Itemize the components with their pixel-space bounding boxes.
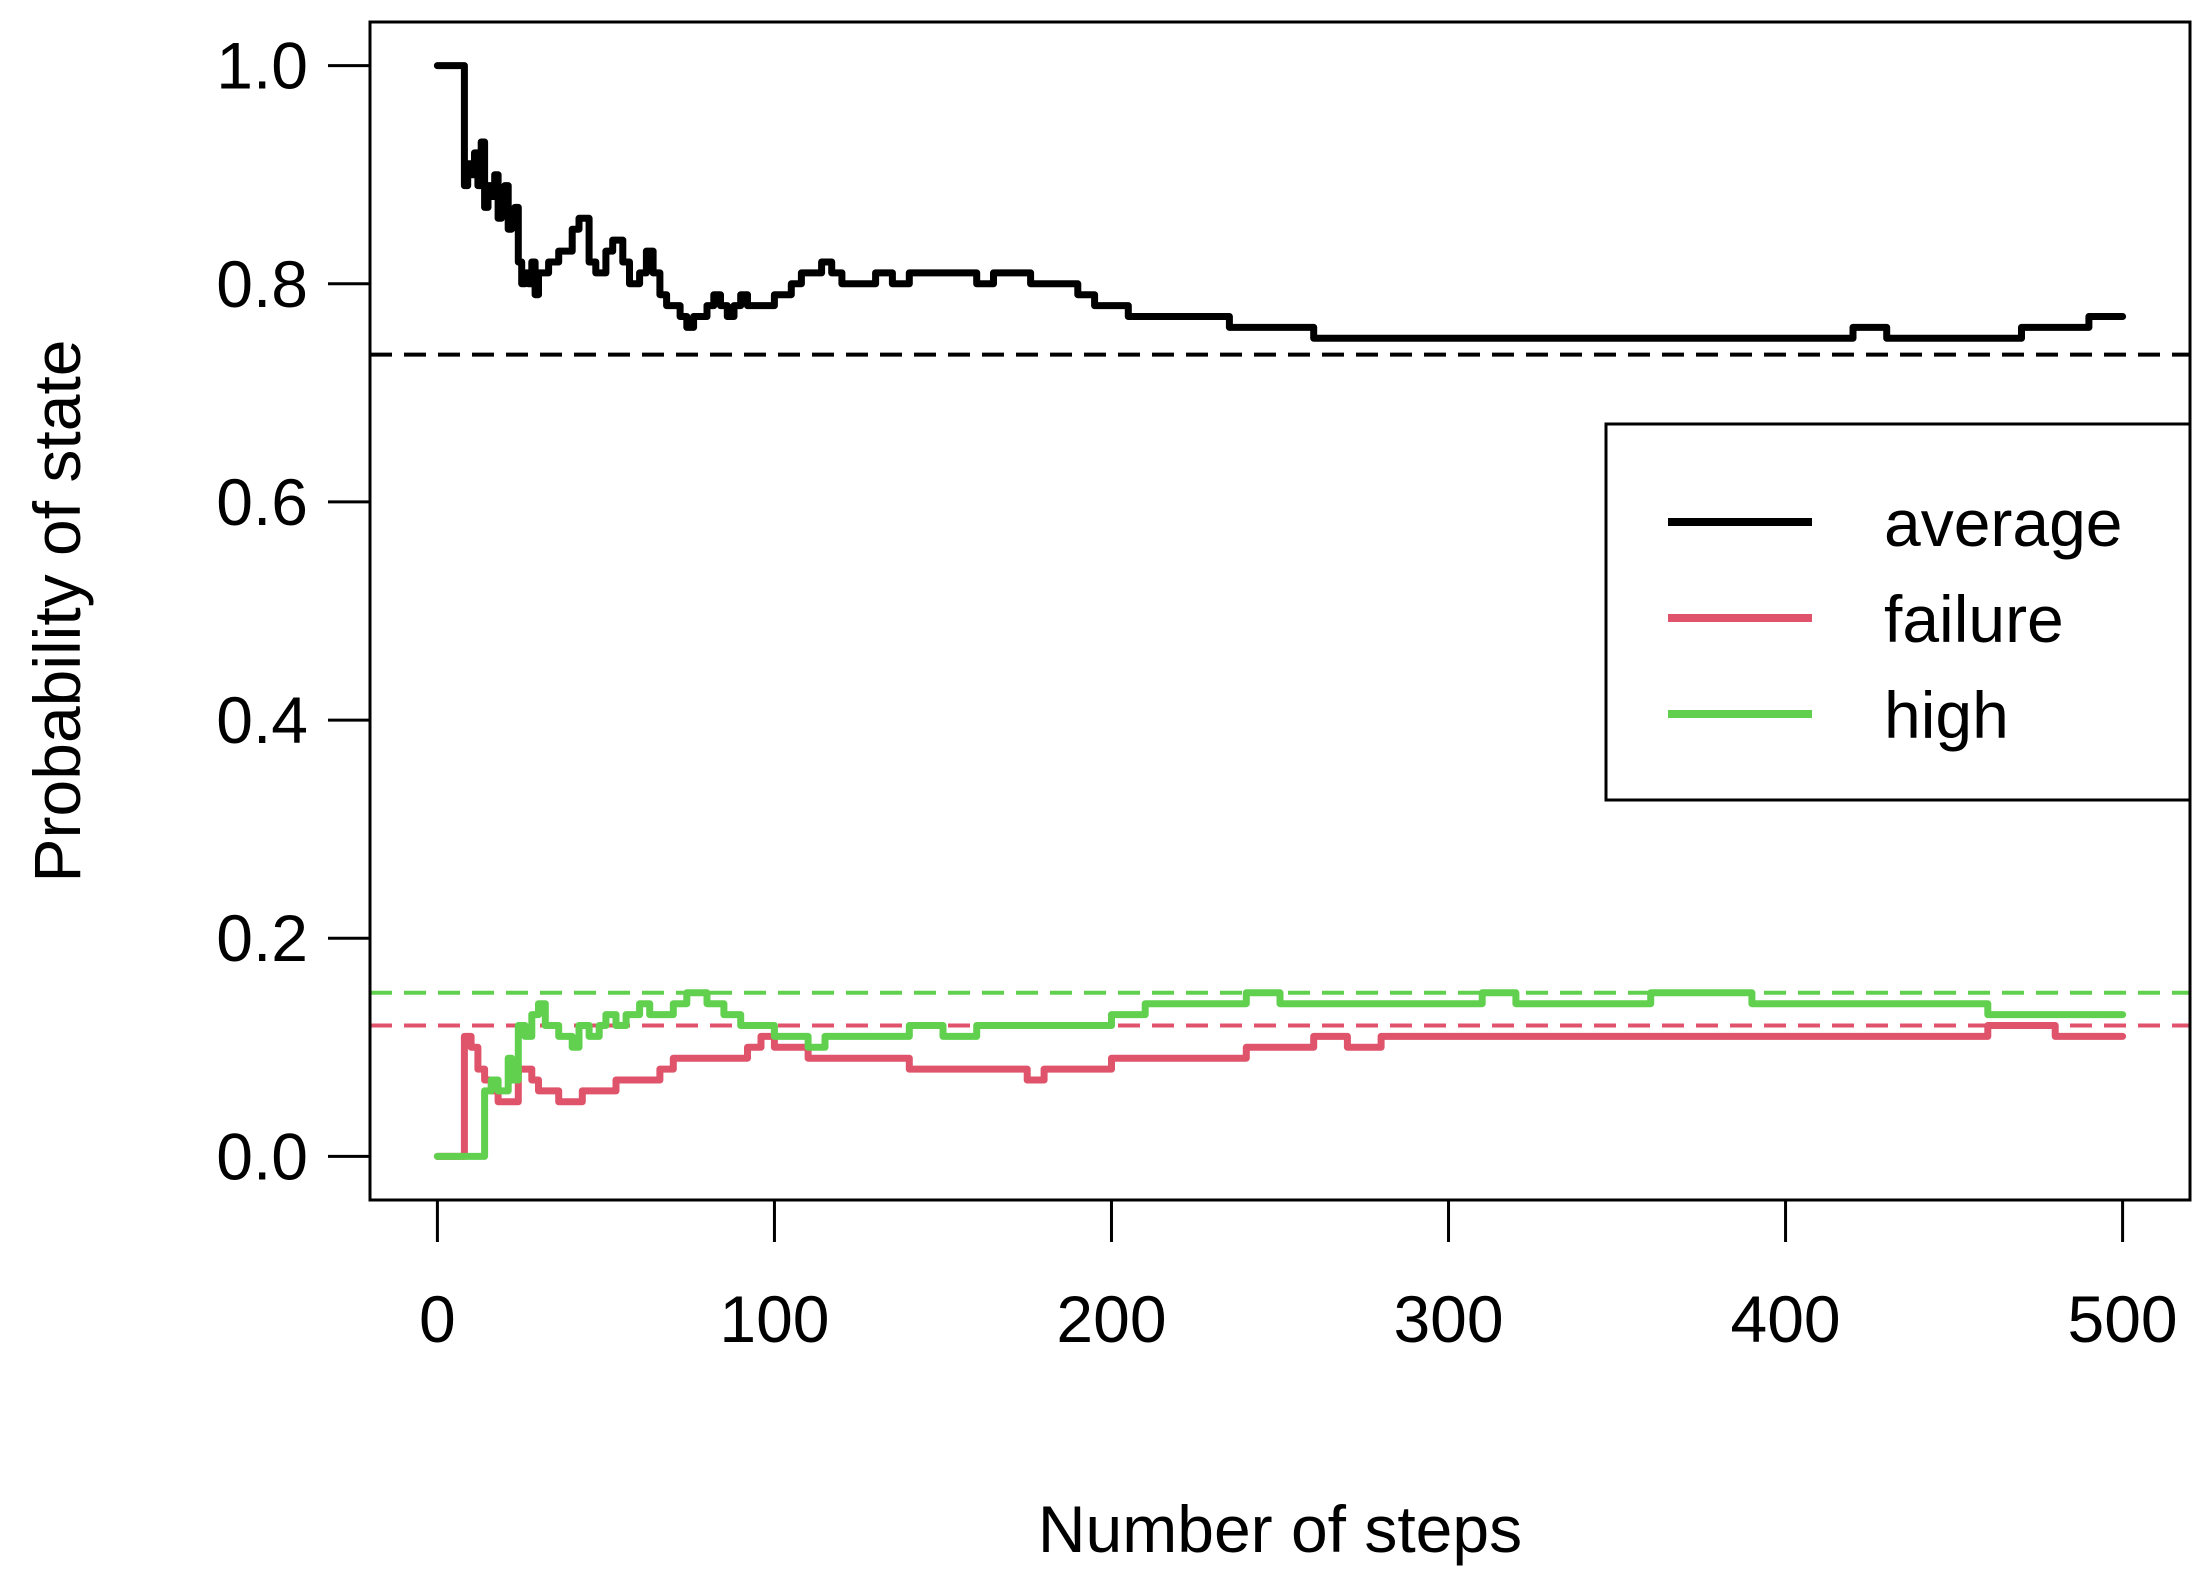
legend: average failure high [1604, 422, 2192, 802]
series-line-average [433, 62, 2127, 342]
y-axis-title: Probability of state [20, 340, 94, 883]
x-tick-label: 500 [2068, 1282, 2178, 1356]
y-tick-label: 0.8 [216, 247, 308, 321]
x-tick-label: 200 [1056, 1282, 1166, 1356]
x-tick-label: 0 [419, 1282, 456, 1356]
y-tick-label: 0.6 [216, 465, 308, 539]
legend-label-average: average [1884, 486, 2123, 560]
legend-label-high: high [1884, 678, 2009, 752]
y-axis: 0.0 0.2 0.4 0.6 0.8 1.0 [216, 29, 372, 1193]
series-line-high [433, 989, 2127, 1160]
legend-label-failure: failure [1884, 582, 2064, 656]
series-lines [433, 62, 2127, 1160]
y-tick-label: 0.2 [216, 901, 308, 975]
y-tick-label: 0.4 [216, 683, 308, 757]
x-axis-title: Number of steps [1038, 1492, 1522, 1566]
series-line-failure [433, 1022, 2127, 1160]
reference-lines [370, 352, 2190, 1028]
x-tick-label: 300 [1393, 1282, 1503, 1356]
legend-box [1604, 422, 2192, 802]
x-axis: 0 100 200 300 400 500 [419, 1198, 2178, 1356]
x-tick-label: 400 [1730, 1282, 1840, 1356]
x-tick-label: 100 [719, 1282, 829, 1356]
y-tick-label: 0.0 [216, 1119, 308, 1193]
y-tick-label: 1.0 [216, 29, 308, 103]
